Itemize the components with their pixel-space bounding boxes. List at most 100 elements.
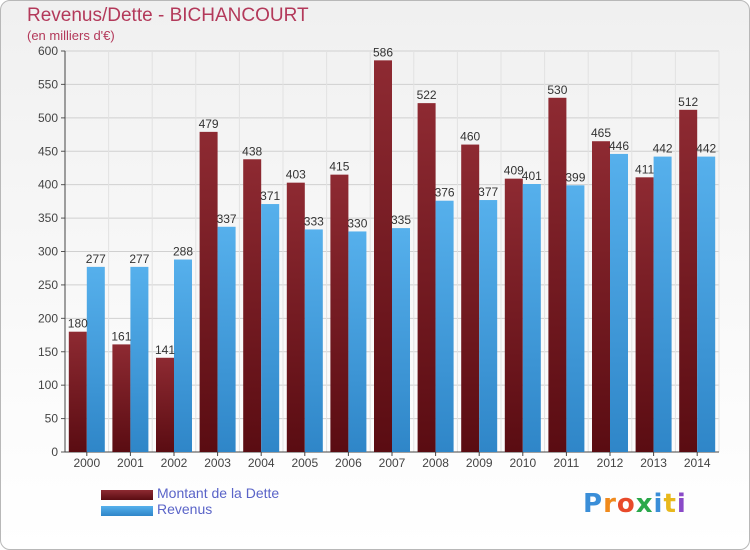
data-label-revenus: 330	[347, 216, 367, 230]
bar-revenus	[653, 156, 672, 452]
bar-revenus	[566, 185, 585, 452]
x-tick-label: 2009	[466, 456, 493, 470]
axes: 0 50 100 150 200 250 300 350 400 450 500 550 600 2000…	[38, 44, 719, 470]
bar-revenus	[261, 204, 280, 452]
x-tick-label: 2014	[684, 456, 711, 470]
data-label-dette: 586	[373, 45, 393, 59]
data-label-revenus: 333	[304, 214, 324, 228]
bar-dette	[635, 177, 654, 452]
bar-revenus	[86, 266, 105, 452]
logo-letter: P	[583, 489, 604, 519]
bar-dette	[374, 60, 392, 453]
bars	[68, 60, 716, 453]
x-tick-label: 2005	[291, 456, 318, 470]
logo-letter: i	[676, 489, 687, 519]
data-label-revenus: 335	[391, 213, 411, 227]
data-label-revenus: 446	[609, 139, 629, 153]
data-label-dette: 180	[68, 317, 88, 331]
x-tick-label: 2007	[379, 456, 406, 470]
proxiti-logo: Proxiti	[583, 489, 687, 519]
data-label-revenus: 288	[173, 245, 193, 259]
data-label-revenus: 337	[217, 212, 237, 226]
data-label-dette: 141	[155, 343, 175, 357]
x-tick-label: 2002	[161, 456, 188, 470]
data-label-dette: 411	[635, 162, 654, 176]
data-label-revenus: 401	[522, 169, 542, 183]
bar-dette	[592, 141, 610, 452]
data-label-revenus: 399	[565, 170, 585, 184]
legend-swatch-dette	[101, 490, 153, 500]
data-label-dette: 530	[547, 83, 567, 97]
y-tick-label: 100	[38, 378, 58, 392]
x-tick-label: 2011	[553, 456, 579, 470]
x-tick-label: 2004	[248, 456, 275, 470]
y-tick-label: 450	[38, 144, 58, 158]
data-label-revenus: 442	[696, 142, 716, 156]
data-label-dette: 479	[199, 117, 219, 131]
data-label-dette: 409	[504, 164, 524, 178]
bar-dette	[156, 357, 174, 452]
bar-revenus	[348, 231, 367, 452]
y-tick-label: 200	[38, 311, 58, 325]
data-label-dette: 460	[460, 130, 480, 144]
bar-revenus	[435, 200, 454, 452]
bar-revenus	[522, 183, 541, 452]
bar-dette	[199, 131, 218, 452]
logo-letter: x	[635, 489, 654, 519]
bar-dette	[679, 109, 698, 453]
bar-revenus	[174, 259, 192, 452]
data-label-dette: 438	[242, 144, 262, 158]
bar-dette	[243, 159, 262, 452]
x-tick-label: 2001	[117, 456, 144, 470]
x-tick-label: 2012	[597, 456, 624, 470]
bar-dette	[417, 103, 436, 452]
y-tick-label: 300	[38, 245, 58, 259]
logo-letter: o	[616, 489, 636, 519]
bar-dette	[548, 97, 567, 453]
bar-dette	[68, 331, 87, 452]
bar-dette	[112, 344, 131, 452]
x-tick-label: 2003	[204, 456, 231, 470]
data-labels: 180 277 161 277 141 288 479 337 438 371 403 333 415 3…	[68, 45, 717, 356]
legend-label-dette: Montant de la Dette	[157, 485, 280, 501]
bar-dette	[330, 174, 349, 452]
x-tick-label: 2013	[640, 456, 667, 470]
logo-letter: r	[603, 489, 617, 519]
logo-letter: i	[653, 489, 664, 519]
bar-revenus	[479, 200, 498, 452]
y-tick-label: 250	[38, 278, 58, 292]
bar-revenus	[392, 228, 410, 452]
data-label-revenus: 377	[478, 185, 498, 199]
data-label-dette: 512	[678, 95, 698, 109]
y-tick-label: 400	[38, 178, 58, 192]
bar-revenus	[304, 229, 323, 452]
bar-dette	[504, 178, 523, 452]
bar-revenus	[610, 153, 628, 452]
data-label-revenus: 376	[435, 186, 455, 200]
data-label-dette: 161	[111, 329, 131, 343]
y-tick-label: 350	[38, 211, 58, 225]
y-tick-label: 500	[38, 111, 58, 125]
logo-letter: t	[663, 489, 677, 519]
data-label-dette: 522	[417, 88, 437, 102]
data-label-revenus: 371	[260, 189, 280, 203]
data-label-revenus: 277	[129, 252, 149, 266]
legend-swatch-revenus	[101, 506, 153, 516]
bar-dette	[286, 182, 305, 452]
data-label-revenus: 442	[653, 142, 673, 156]
bar-revenus	[697, 156, 716, 452]
y-tick-label: 150	[38, 345, 58, 359]
legend-label-revenus: Revenus	[157, 501, 213, 517]
bar-revenus	[130, 266, 149, 452]
data-label-revenus: 277	[86, 252, 106, 266]
x-tick-label: 2010	[509, 456, 536, 470]
chart-title: Revenus/Dette - BICHANCOURT	[27, 5, 309, 26]
y-tick-label: 600	[38, 44, 58, 58]
bar-dette	[461, 144, 480, 453]
y-tick-label: 550	[38, 77, 58, 91]
data-label-dette: 415	[329, 160, 349, 174]
x-tick-label: 2006	[335, 456, 362, 470]
x-tick-label: 2008	[422, 456, 449, 470]
